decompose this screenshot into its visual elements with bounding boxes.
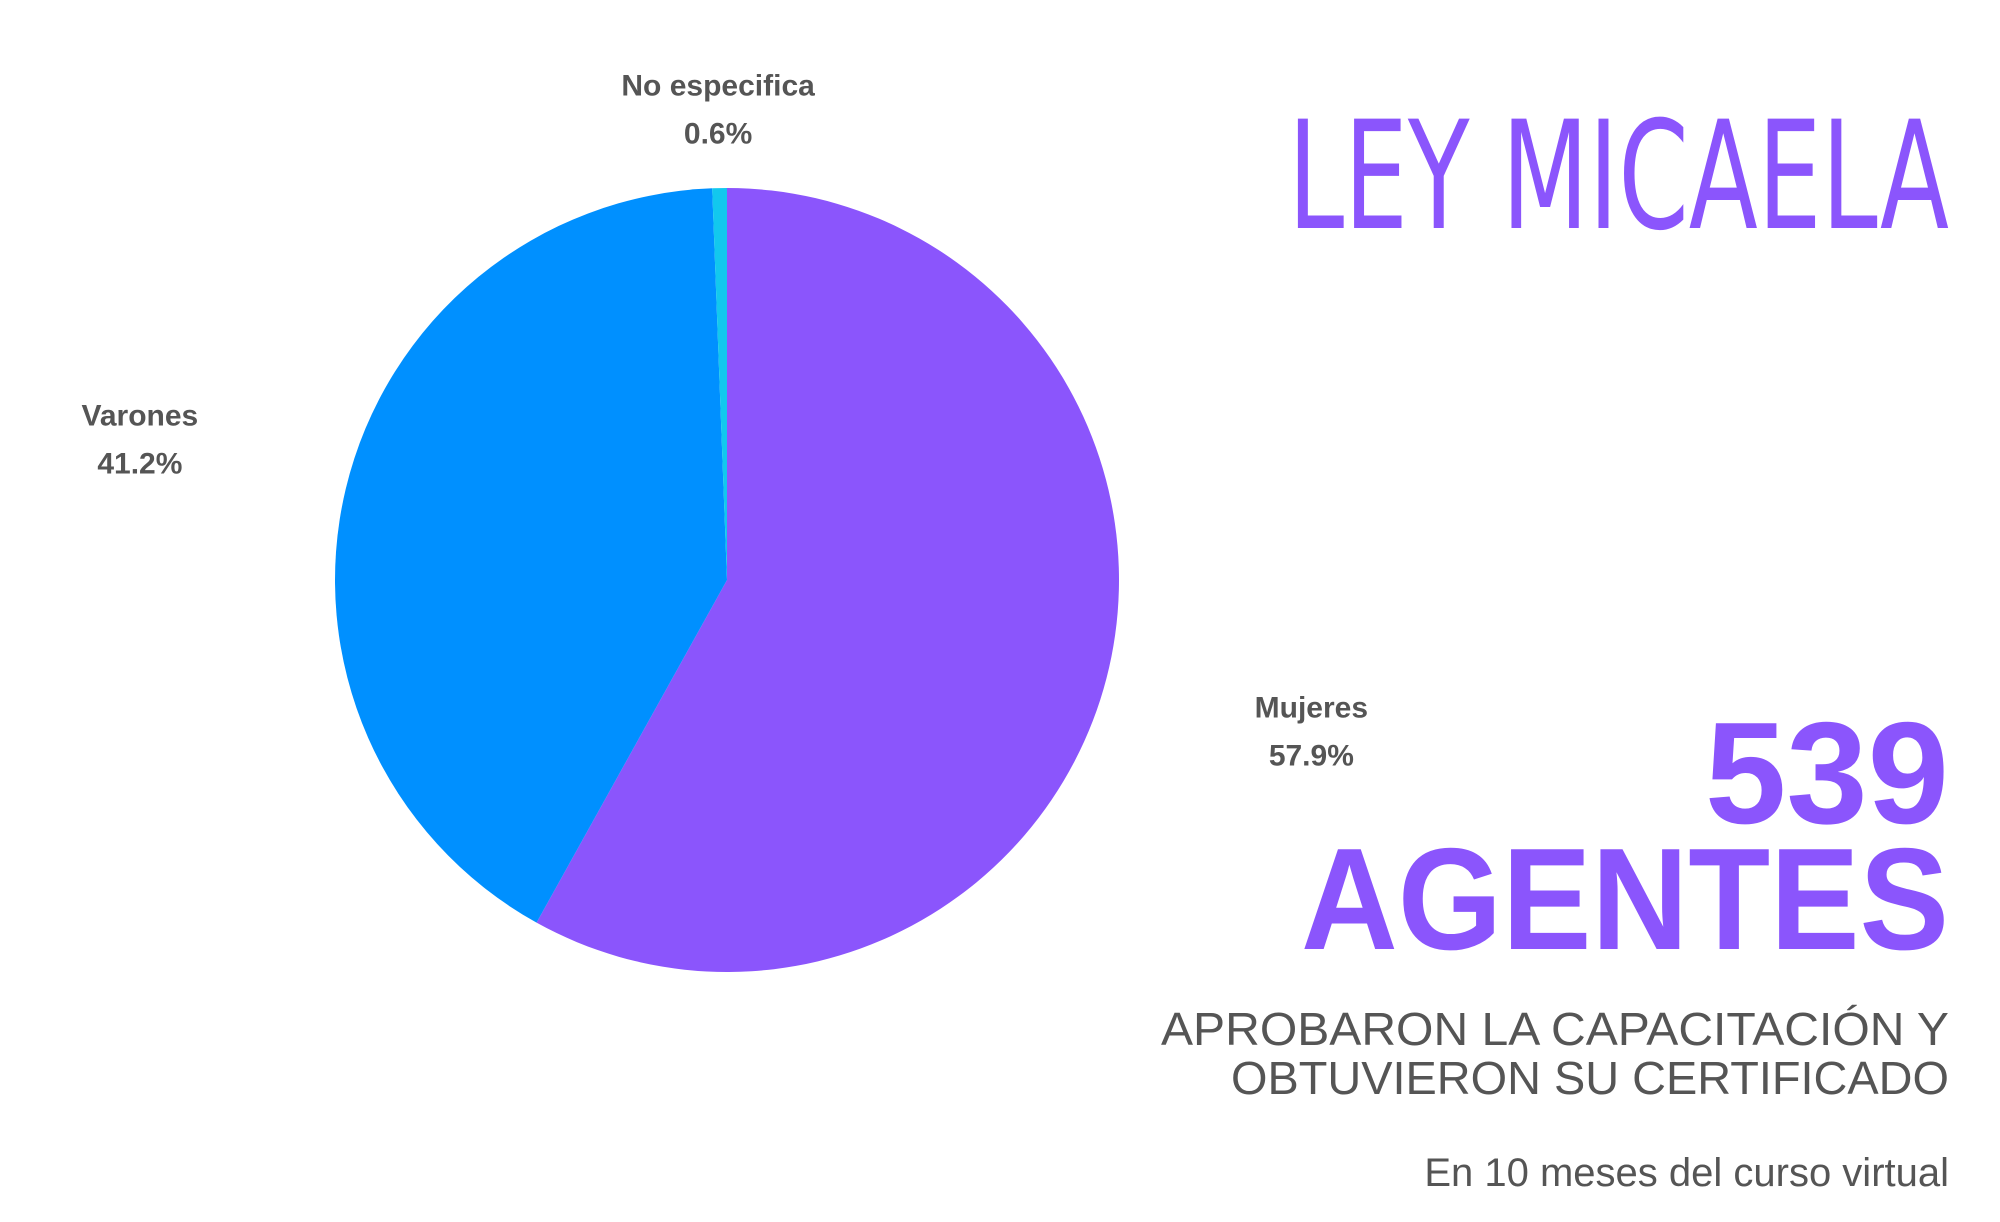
note: En 10 meses del curso virtual bbox=[1424, 1151, 1949, 1195]
pie-slice bbox=[712, 188, 727, 580]
pie-slice bbox=[536, 187, 1120, 973]
slice-label: Varones bbox=[82, 400, 199, 433]
pie-slice bbox=[335, 188, 727, 923]
slice-value-label: 0.6% bbox=[684, 118, 752, 151]
description-line: OBTUVIERON SU CERTIFICADO bbox=[1231, 1052, 1949, 1104]
slice-value-label: 41.2% bbox=[97, 448, 182, 481]
description-line: APROBARON LA CAPACITACIÓN Y bbox=[1161, 1003, 1949, 1055]
pie-chart: Mujeres 57.9% Varones 41.2% No especifica 0.6… bbox=[82, 70, 1368, 973]
stat-number: 539 bbox=[1705, 692, 1949, 854]
slice-label: Mujeres bbox=[1255, 691, 1368, 724]
slice-value-label: 57.9% bbox=[1269, 739, 1354, 772]
stat-unit: AGENTES bbox=[1301, 818, 1949, 980]
slice-label: No especifica bbox=[621, 70, 815, 103]
title: LEY MICAELA bbox=[1288, 90, 1949, 264]
